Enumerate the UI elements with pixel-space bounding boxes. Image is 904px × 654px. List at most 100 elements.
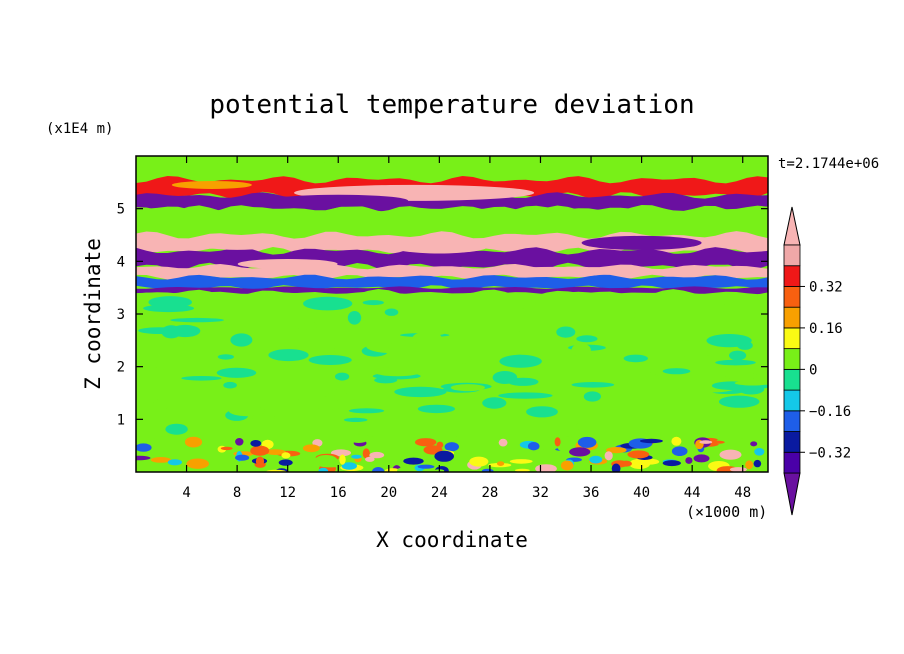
- contour-cell: [604, 451, 613, 461]
- contour-cell: [450, 384, 485, 392]
- contour-cell: [171, 180, 252, 189]
- contour-cell: [754, 448, 765, 456]
- y-tick-label: 1: [117, 412, 125, 428]
- x-tick-label: 32: [532, 485, 549, 501]
- contour-cell: [709, 440, 725, 444]
- contour-cell: [493, 266, 614, 277]
- contour-cell: [167, 459, 182, 466]
- y-axis: 1 2 3 4 5: [117, 202, 768, 428]
- contour-cell: [556, 326, 576, 338]
- contour-cell: [308, 392, 330, 397]
- contour-cell: [152, 399, 169, 411]
- colorbar-label: 0: [809, 362, 817, 378]
- contour-cell: [709, 414, 736, 427]
- colorbar-swatch: [783, 265, 801, 287]
- contour-cell: [554, 437, 561, 447]
- colorbar-swatch: [783, 389, 801, 412]
- contour-cell: [719, 449, 742, 460]
- contour-cell: [388, 342, 408, 352]
- contour-cell: [334, 398, 359, 411]
- contour-cell: [720, 293, 735, 305]
- contour-cell: [136, 367, 168, 377]
- contour-cell: [318, 467, 329, 472]
- contour-cell: [278, 459, 293, 466]
- contour-cell: [444, 442, 459, 452]
- contour-cell: [179, 297, 233, 302]
- contour-cell: [718, 395, 760, 408]
- contour-cell: [725, 372, 759, 380]
- colorbar-label: −0.32: [809, 445, 851, 461]
- contour-cell: [170, 317, 224, 323]
- contour-cell: [699, 440, 713, 444]
- x-tick-label: 24: [431, 485, 448, 501]
- contour-cell: [220, 446, 233, 451]
- contour-cell: [729, 467, 747, 472]
- contour-cell: [223, 381, 237, 389]
- contour-cell: [638, 378, 683, 392]
- contour-cell: [235, 454, 250, 461]
- contour-cell: [332, 389, 347, 397]
- contour-cell: [302, 444, 320, 453]
- x-tick-label: 16: [330, 485, 347, 501]
- contour-cell: [314, 455, 338, 466]
- contour-cell: [403, 457, 424, 465]
- contour-cell: [365, 456, 375, 462]
- contour-cell: [319, 464, 342, 468]
- x-tick-label: 36: [583, 485, 600, 501]
- x-tick-label: 28: [481, 485, 498, 501]
- contour-cell: [469, 456, 489, 467]
- contour-cell: [715, 359, 756, 366]
- contour-cell: [268, 349, 309, 362]
- contour-cell: [268, 194, 409, 207]
- contour-cell: [199, 417, 222, 429]
- contour-cell: [161, 325, 181, 339]
- colorbar-swatch: [783, 244, 801, 267]
- contour-cell: [311, 407, 337, 422]
- contour-cell: [569, 447, 591, 457]
- contour-cell: [250, 445, 270, 456]
- contour-cell: [415, 438, 437, 447]
- x-unit-label: (×1000 m): [686, 503, 767, 521]
- contour-cell: [184, 356, 208, 370]
- contour-cell: [417, 464, 435, 469]
- contour-cell: [574, 420, 625, 433]
- contour-cell: [517, 329, 544, 338]
- contour-cell: [197, 235, 278, 250]
- x-tick-label: 48: [734, 485, 751, 501]
- contour-cell: [255, 456, 265, 467]
- contour-cell: [693, 454, 710, 463]
- contour-cell: [252, 413, 275, 422]
- contour-band: [136, 205, 768, 239]
- contour-cell: [581, 235, 702, 250]
- contour-cell: [412, 331, 442, 345]
- contour-cell: [216, 367, 257, 378]
- colorbar-label: 0.16: [809, 321, 843, 337]
- contour-cell: [250, 440, 262, 447]
- contour-cell: [384, 308, 399, 316]
- contour-cell: [481, 468, 494, 472]
- contour-cell: [750, 441, 758, 447]
- contour-cell: [583, 391, 602, 402]
- x-tick-label: 12: [279, 485, 296, 501]
- contour-cell: [303, 296, 353, 311]
- contour-cell: [181, 376, 222, 381]
- contour-cell: [342, 447, 362, 451]
- colorbar-over-arrow: [783, 206, 801, 246]
- x-axis: 4 8 12 16 20 24 28 32 36 40 44 48: [182, 156, 751, 501]
- x-tick-label: 20: [380, 485, 397, 501]
- contour-cell: [230, 333, 253, 347]
- contour-cell: [700, 355, 719, 362]
- contour-cell: [350, 438, 367, 443]
- y-tick-label: 4: [117, 254, 125, 270]
- contour-cell: [456, 355, 472, 364]
- x-tick-label: 4: [182, 485, 190, 501]
- contour-cell: [150, 457, 171, 463]
- contour-cell: [397, 467, 404, 472]
- contour-cell: [729, 350, 747, 361]
- contour-cell: [738, 383, 765, 395]
- contour-cell: [482, 397, 507, 409]
- colorbar-swatch: [783, 348, 801, 370]
- contour-cell: [165, 423, 188, 435]
- contour-cell: [237, 258, 338, 269]
- contour-cell: [394, 386, 447, 398]
